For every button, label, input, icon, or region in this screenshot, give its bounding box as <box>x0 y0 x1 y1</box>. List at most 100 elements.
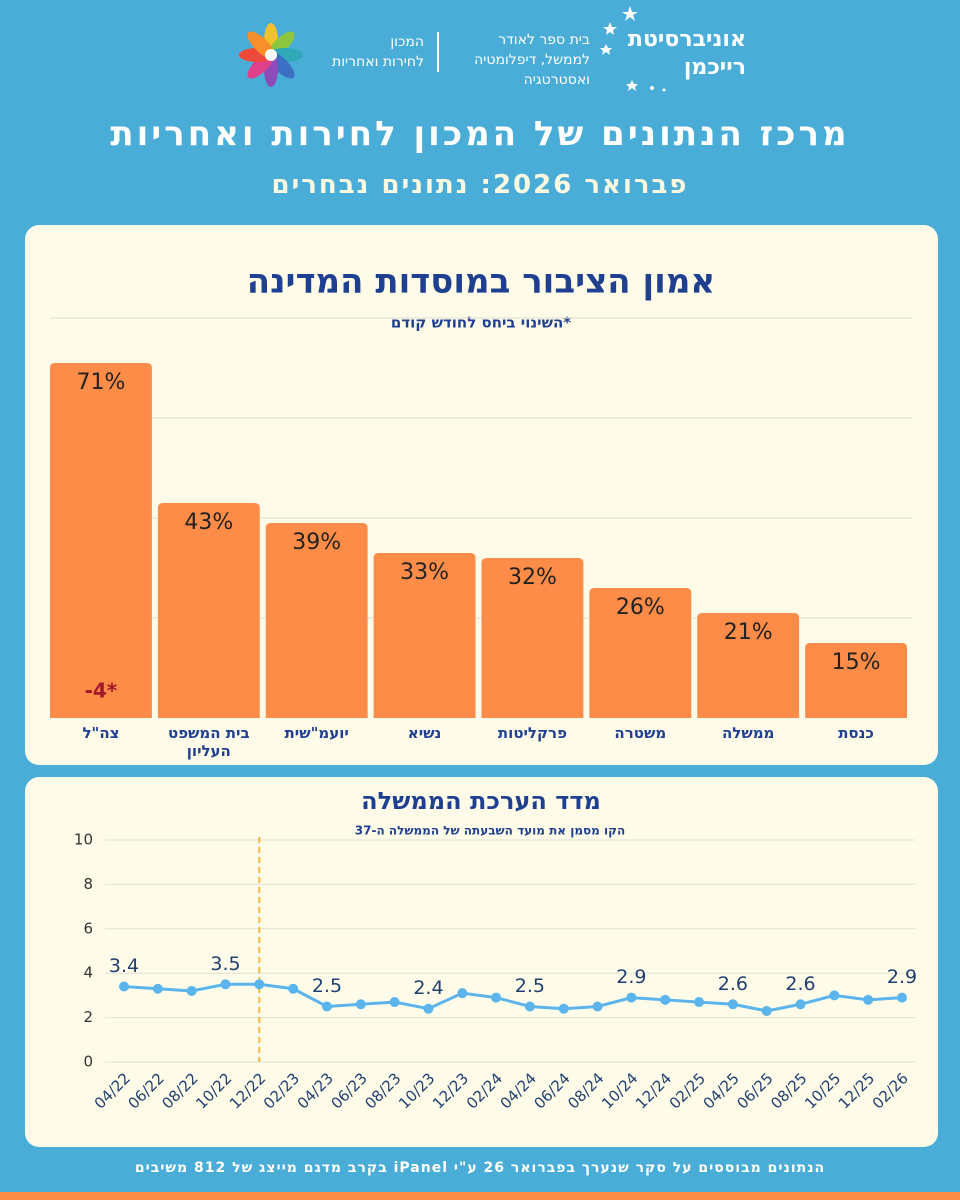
school-line: ואסטרטגיה <box>523 72 590 88</box>
main-subtitle: פברואר 2026: נתונים נבחרים <box>271 170 689 200</box>
bar <box>50 363 152 718</box>
y-tick-label: 4 <box>83 964 93 982</box>
main-title: מרכז הנתונים של המכון לחירות ואחריות <box>110 114 850 154</box>
university-line: אוניברסיטת <box>627 27 746 52</box>
point <box>491 992 502 1003</box>
bar-panel: אמון הציבור במוסדות המדינה *השינוי ביחס ל… <box>25 225 938 765</box>
x-tick-label: 06/24 <box>530 1069 573 1112</box>
point <box>761 1005 772 1016</box>
value-label: 71% <box>76 370 125 395</box>
bar <box>157 503 260 718</box>
point <box>897 992 907 1003</box>
point <box>288 983 299 994</box>
x-tick-label: 12/25 <box>835 1069 878 1112</box>
x-tick-label: 10/22 <box>192 1069 235 1112</box>
chart-title: אמון הציבור במוסדות המדינה <box>247 262 715 302</box>
value-label: 2.9 <box>887 966 917 988</box>
y-tick-label: 8 <box>83 875 93 893</box>
x-tick-label: ממשלה <box>721 724 775 742</box>
x-tick-label: כנסת <box>838 724 874 742</box>
value-label: 2.9 <box>616 966 646 988</box>
university-line: רייכמן <box>683 55 746 80</box>
value-label: 33% <box>400 560 449 585</box>
point <box>727 999 738 1010</box>
x-tick-label: בית המשפט העליון <box>168 724 250 760</box>
value-label: 26% <box>616 595 665 620</box>
value-label: 2.5 <box>312 975 342 997</box>
x-tick-label: 10/24 <box>598 1069 641 1112</box>
x-tick-label: 08/22 <box>158 1069 201 1112</box>
point <box>220 979 231 990</box>
x-tick-label: 02/24 <box>463 1069 506 1112</box>
x-tick-label: 04/25 <box>700 1069 743 1112</box>
footer-note: הנתונים מבוססים על סקר שנערך בפברואר 26 … <box>134 1160 826 1176</box>
annotation: -4* <box>85 679 118 703</box>
x-tick-label: 04/24 <box>497 1069 540 1112</box>
stars <box>600 6 666 92</box>
chart-subtitle: *השינוי ביחס לחודש קודם <box>391 314 571 332</box>
x-tick-label: 08/23 <box>361 1069 404 1112</box>
y-tick-label: 10 <box>74 831 93 849</box>
point <box>254 979 265 990</box>
value-label: 2.4 <box>413 977 443 999</box>
bar <box>805 643 907 718</box>
value-label: 3.4 <box>109 955 139 977</box>
bar <box>589 588 692 718</box>
x-tick-label: 02/25 <box>666 1069 709 1112</box>
x-tick-label: צה"ל <box>82 724 120 742</box>
point <box>457 988 468 999</box>
y-tick-label: 0 <box>83 1053 93 1071</box>
x-tick-label: פרקליטות <box>497 724 567 742</box>
y-tick-label: 2 <box>83 1008 93 1026</box>
value-label: 2.5 <box>515 975 545 997</box>
bar <box>481 558 584 718</box>
point <box>152 983 163 994</box>
point <box>592 1001 603 1012</box>
footer-strip <box>0 1192 960 1200</box>
divider <box>437 32 439 72</box>
bar <box>265 523 368 718</box>
y-tick-label: 6 <box>83 919 93 937</box>
value-label: 2.6 <box>785 973 815 995</box>
school-line: בית ספר לאודר <box>498 32 590 48</box>
bar-chart: אמון הציבור במוסדות המדינה *השינוי ביחס ל… <box>50 262 913 718</box>
x-tick-label: 02/23 <box>260 1069 303 1112</box>
point <box>863 994 874 1005</box>
line-chart: מדד הערכת הממשלה הקו מסמן את מועד השבעתה … <box>74 787 917 1113</box>
university-name: אוניברסיטת רייכמן <box>596 26 746 82</box>
x-tick-label: 12/24 <box>632 1069 675 1112</box>
school-name: בית ספר לאודר לממשל, דיפלומטיה ואסטרטגיה <box>448 30 590 90</box>
institute-line: לחירות ואחריות <box>332 54 424 70</box>
x-tick-label: 06/23 <box>327 1069 370 1112</box>
x-tick-label: 08/25 <box>767 1069 810 1112</box>
value-label: 32% <box>508 565 557 590</box>
point <box>119 981 129 992</box>
bar <box>373 553 476 718</box>
x-tick-label: 08/24 <box>564 1069 607 1112</box>
line-panel: מדד הערכת הממשלה הקו מסמן את מועד השבעתה … <box>25 777 938 1147</box>
institute-line: המכון <box>390 34 424 50</box>
point <box>694 997 705 1008</box>
chart-subtitle: הקו מסמן את מועד השבעתה של הממשלה ה-37 <box>355 824 625 838</box>
value-label: 3.5 <box>210 953 240 975</box>
x-tick-label: 06/22 <box>125 1069 168 1112</box>
x-tick-label: 06/25 <box>733 1069 776 1112</box>
value-label: 21% <box>724 620 773 645</box>
x-tick-label: 12/23 <box>429 1069 472 1112</box>
institute-name: המכון לחירות ואחריות <box>312 32 424 72</box>
value-label: 43% <box>184 510 233 535</box>
point <box>186 985 197 996</box>
x-tick-label: 12/22 <box>226 1069 269 1112</box>
value-label: 39% <box>292 530 341 555</box>
point <box>626 992 637 1003</box>
x-tick-label: 04/22 <box>91 1069 134 1112</box>
value-label: 2.6 <box>718 973 748 995</box>
x-tick-label: 02/26 <box>869 1069 912 1112</box>
point <box>660 994 671 1005</box>
x-tick-label: משטרה <box>614 724 667 742</box>
point <box>321 1001 332 1012</box>
point <box>524 1001 535 1012</box>
school-line: לממשל, דיפלומטיה <box>474 52 590 68</box>
point <box>829 990 840 1001</box>
